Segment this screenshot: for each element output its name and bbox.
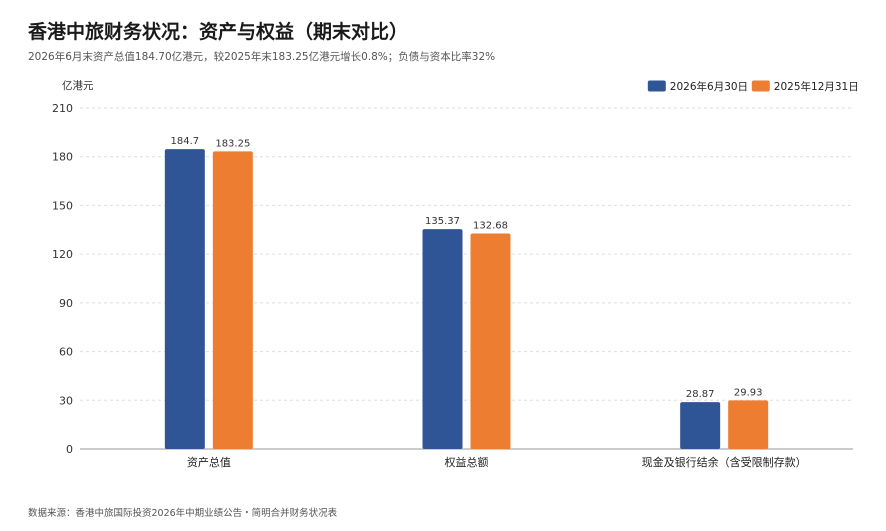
bar-value-label: 28.87 [686,389,715,400]
y-tick-label: 30 [59,394,73,407]
chart-subtitle: 2026年6月末资产总值184.70亿港元，较2025年末183.25亿港元增长… [28,51,496,63]
x-category-label: 现金及银行结余（含受限制存款） [642,455,807,469]
y-axis-ticks: 0 30 60 90 120 150 180 210 [52,102,73,456]
legend-swatch [647,80,666,92]
bar-value-label: 29.93 [734,387,763,398]
bar-value-label: 184.7 [171,136,200,147]
bar-value-label: 135.37 [425,216,460,227]
bar-value-label: 132.68 [473,221,508,232]
data-source-note: 数据来源：香港中旅国际投资2026年中期业绩公告・简明合并财务状况表 [28,508,338,519]
y-axis-unit-label: 亿港元 [62,79,94,92]
y-tick-label: 210 [52,102,73,115]
bar [164,149,205,449]
bar [470,233,511,449]
gridlines [80,107,853,450]
x-category-label: 权益总额 [445,455,489,469]
x-axis-categories: 资产总值 权益总额 现金及银行结余（含受限制存款） [187,455,807,469]
bar [728,400,769,449]
y-tick-label: 180 [52,151,73,164]
bars: 184.7 183.25 135.37 132.68 28.87 29.93 [164,136,769,450]
legend-swatch [751,80,770,92]
x-category-label: 资产总值 [187,455,231,469]
y-tick-label: 0 [66,443,73,456]
y-tick-label: 90 [59,297,73,310]
bar [680,402,721,449]
chart-title: 香港中旅财务状况：资产与权益（期末对比） [28,21,409,43]
bar [422,229,463,449]
legend-label: 2025年12月31日 [774,80,859,93]
bar [212,151,253,450]
y-tick-label: 120 [52,248,73,261]
y-tick-label: 150 [52,199,73,212]
legend: 2026年6月30日 2025年12月31日 [647,80,859,93]
legend-label: 2026年6月30日 [670,80,748,93]
bar-value-label: 183.25 [215,138,250,149]
y-tick-label: 60 [59,346,73,359]
